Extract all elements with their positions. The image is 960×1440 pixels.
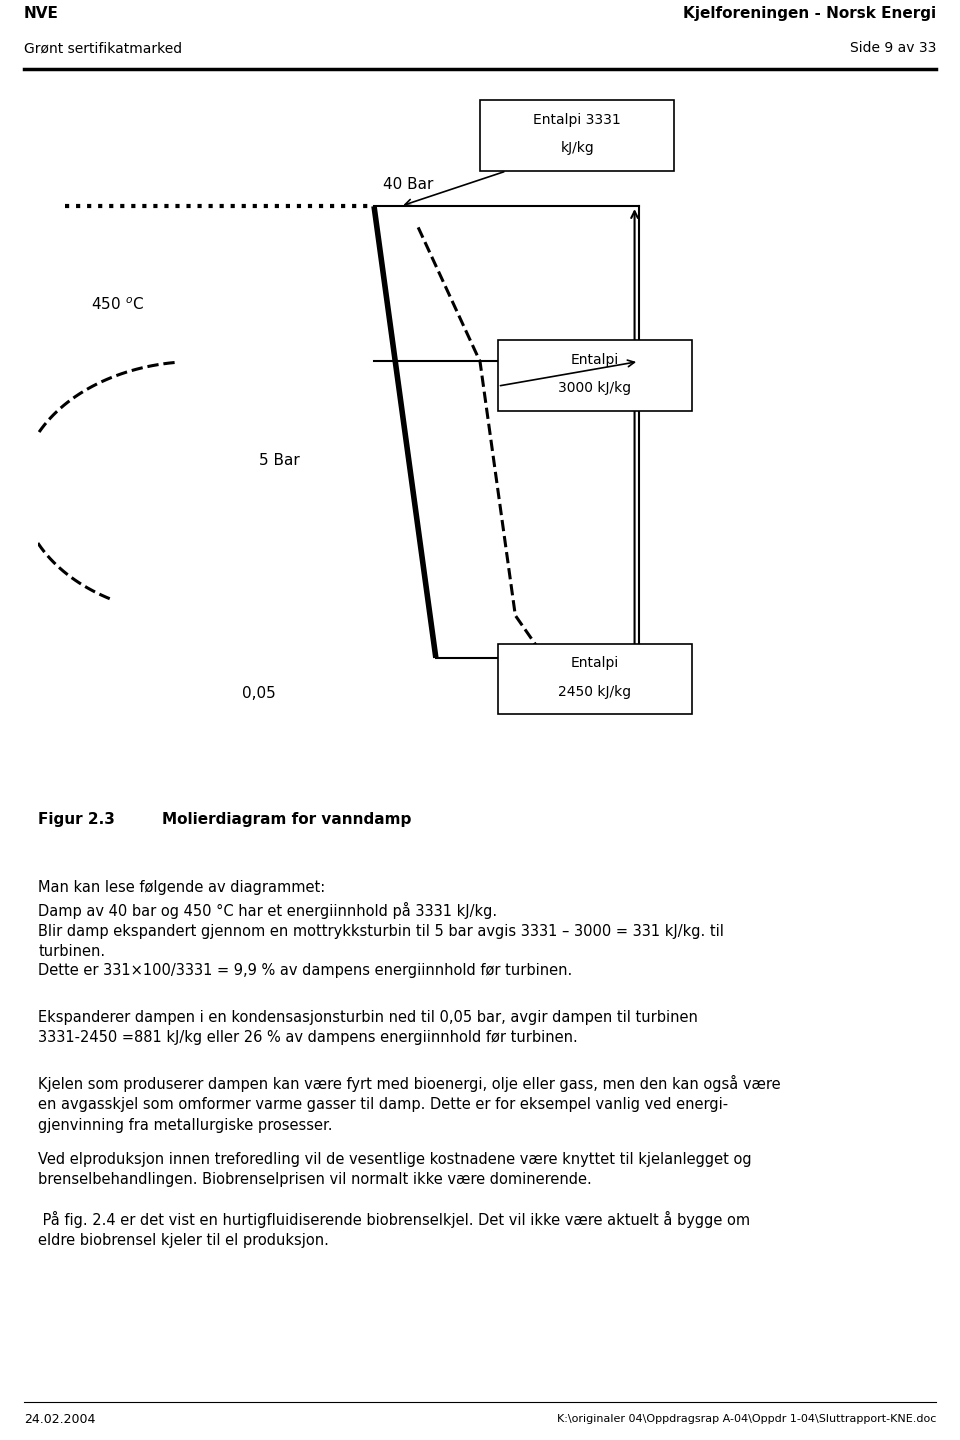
Text: 3000 kJ/kg: 3000 kJ/kg xyxy=(559,382,632,395)
Text: 40 Bar: 40 Bar xyxy=(383,177,433,192)
Text: 0,05: 0,05 xyxy=(242,685,276,701)
Text: Entalpi: Entalpi xyxy=(570,657,619,671)
FancyBboxPatch shape xyxy=(497,340,692,410)
Text: kJ/kg: kJ/kg xyxy=(561,141,594,156)
FancyBboxPatch shape xyxy=(480,101,674,171)
Text: Dette er 331×100/3331 = 9,9 % av dampens energiinnhold før turbinen.: Dette er 331×100/3331 = 9,9 % av dampens… xyxy=(38,963,573,978)
Text: Entalpi: Entalpi xyxy=(570,353,619,367)
Text: 5 Bar: 5 Bar xyxy=(259,452,300,468)
Text: Ved elproduksjon innen treforedling vil de vesentlige kostnadene være knyttet ti: Ved elproduksjon innen treforedling vil … xyxy=(38,1152,752,1187)
Text: 24.02.2004: 24.02.2004 xyxy=(24,1413,95,1426)
Text: K:\originaler 04\Oppdragsrap A-04\Oppdr 1-04\Sluttrapport-KNE.doc: K:\originaler 04\Oppdragsrap A-04\Oppdr … xyxy=(557,1414,936,1424)
Text: På fig. 2.4 er det vist en hurtigfluidiserende biobrenselkjel. Det vil ikke være: På fig. 2.4 er det vist en hurtigfluidis… xyxy=(38,1211,751,1248)
Text: Grønt sertifikatmarked: Grønt sertifikatmarked xyxy=(24,42,182,55)
Text: Kjelforeningen - Norsk Energi: Kjelforeningen - Norsk Energi xyxy=(683,6,936,22)
Text: Ekspanderer dampen i en kondensasjonsturbin ned til 0,05 bar, avgir dampen til t: Ekspanderer dampen i en kondensasjonstur… xyxy=(38,1009,698,1045)
Text: Entalpi 3331: Entalpi 3331 xyxy=(533,114,621,127)
Text: Kjelen som produserer dampen kan være fyrt med bioenergi, olje eller gass, men d: Kjelen som produserer dampen kan være fy… xyxy=(38,1076,781,1133)
Text: Figur 2.3: Figur 2.3 xyxy=(38,812,115,828)
Text: 2450 kJ/kg: 2450 kJ/kg xyxy=(559,684,632,698)
Text: Man kan lese følgende av diagrammet:
Damp av 40 bar og 450 °C har et energiinnho: Man kan lese følgende av diagrammet: Dam… xyxy=(38,880,724,959)
Text: NVE: NVE xyxy=(24,6,59,22)
FancyBboxPatch shape xyxy=(497,644,692,714)
Text: Molierdiagram for vanndamp: Molierdiagram for vanndamp xyxy=(162,812,412,828)
Text: 450 $^o$C: 450 $^o$C xyxy=(91,297,144,314)
Text: Side 9 av 33: Side 9 av 33 xyxy=(850,42,936,55)
